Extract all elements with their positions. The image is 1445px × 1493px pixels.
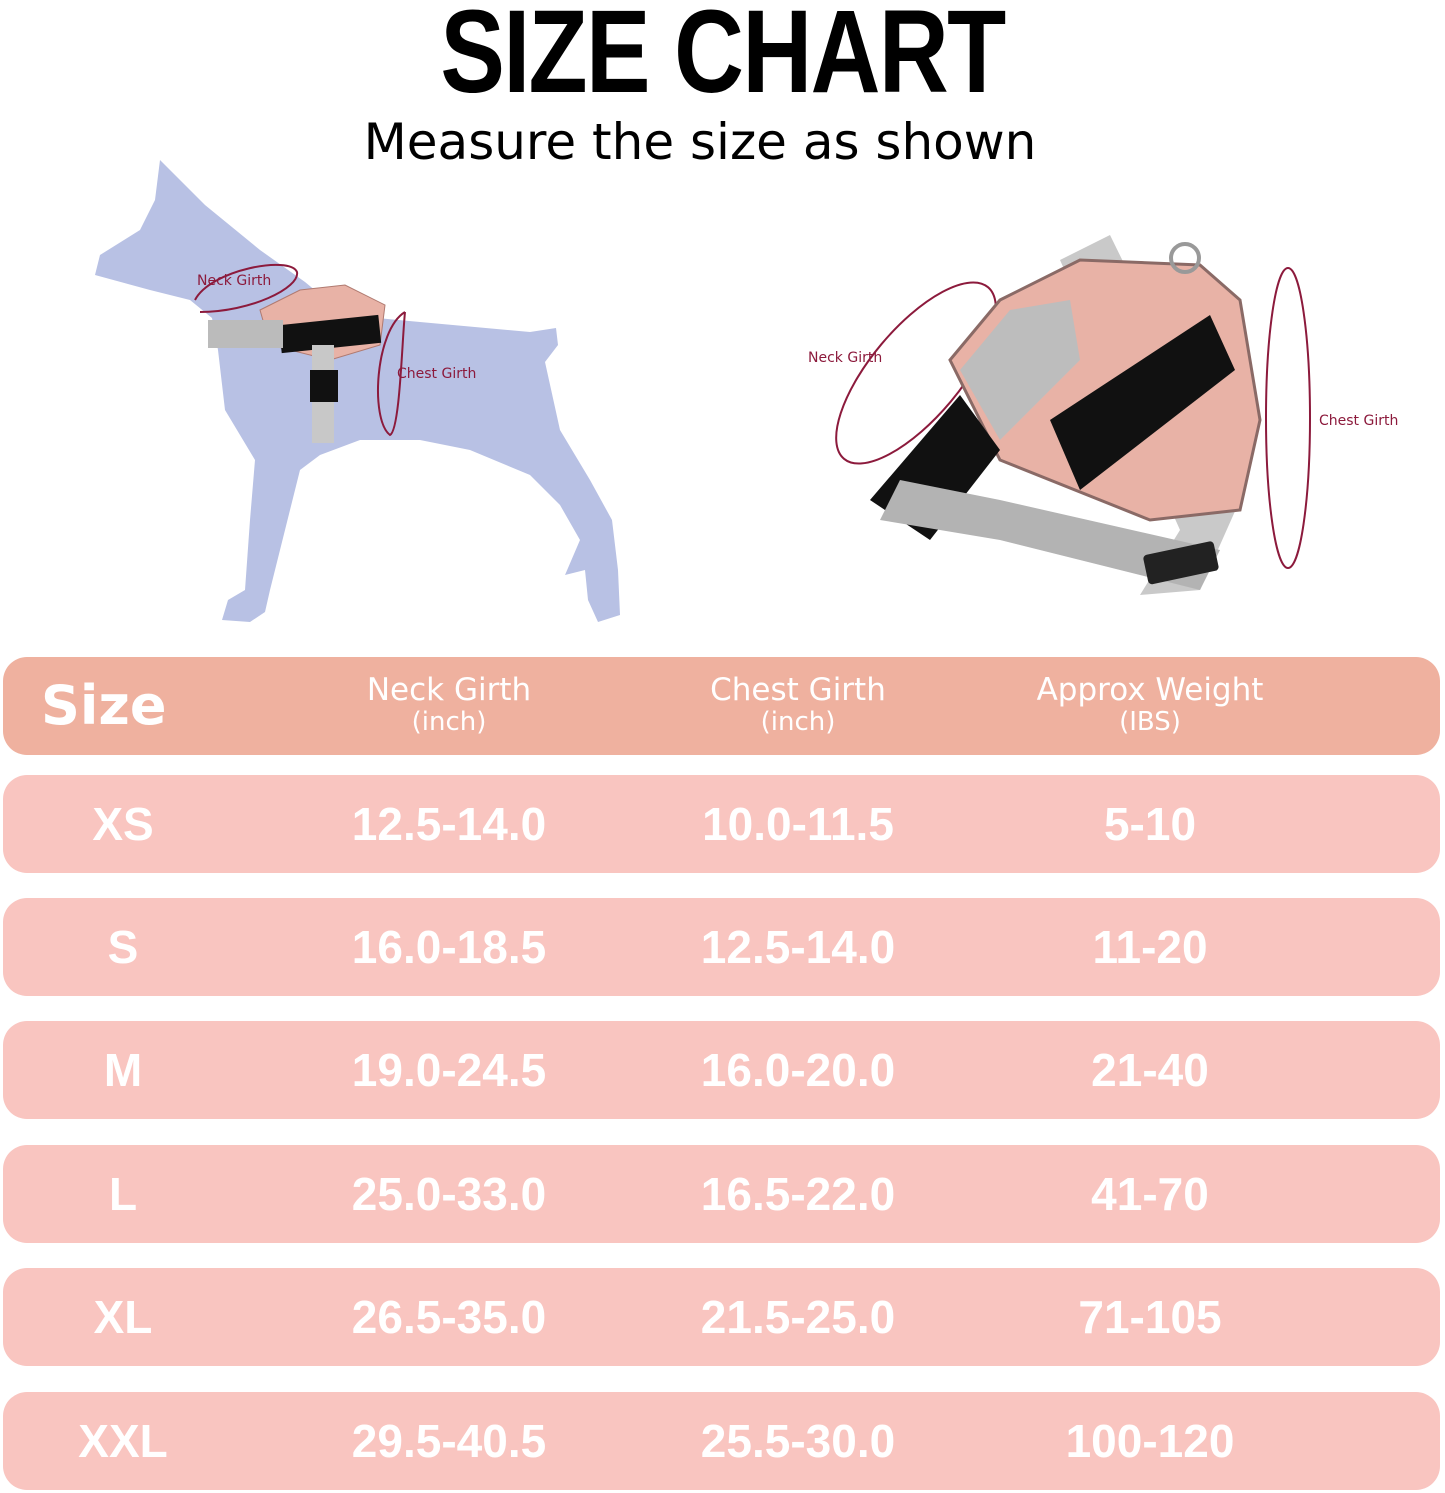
cell-size: S bbox=[107, 921, 139, 973]
measurement-illustrations: Neck Girth Chest Girth Neck Girth Chest … bbox=[95, 160, 1398, 622]
chest-girth-label-dog: Chest Girth bbox=[397, 366, 476, 382]
cell-neck-girth: 16.0-18.5 bbox=[351, 921, 547, 973]
neck-girth-loop bbox=[194, 263, 299, 313]
table-row: XXL 29.5-40.5 25.5-30.0 100-120 bbox=[3, 1392, 1440, 1490]
header-label: Chest Girth bbox=[710, 672, 886, 708]
cell-size: M bbox=[103, 1044, 143, 1096]
cell-size: XL bbox=[93, 1291, 153, 1343]
header-unit: (inch) bbox=[411, 707, 487, 737]
cell-chest-girth: 10.0-11.5 bbox=[702, 798, 894, 850]
harness-velcro-band bbox=[1050, 315, 1235, 490]
cell-neck-girth: 19.0-24.5 bbox=[351, 1044, 547, 1096]
header-unit: (IBS) bbox=[1119, 707, 1181, 737]
table-row: M 19.0-24.5 16.0-20.0 21-40 bbox=[3, 1021, 1440, 1119]
cell-approx-weight: 41-70 bbox=[1091, 1168, 1209, 1220]
cell-neck-girth: 25.0-33.0 bbox=[351, 1168, 547, 1220]
cell-neck-girth: 29.5-40.5 bbox=[351, 1415, 547, 1467]
harness-buckle bbox=[1143, 541, 1219, 585]
cell-neck-girth: 12.5-14.0 bbox=[351, 798, 547, 850]
header-neck-girth: Neck Girth (inch) bbox=[367, 657, 531, 755]
cell-size: L bbox=[108, 1168, 138, 1220]
cell-chest-girth: 21.5-25.0 bbox=[700, 1291, 896, 1343]
page-title: SIZE CHART bbox=[440, 0, 1006, 118]
cell-chest-girth: 25.5-30.0 bbox=[700, 1415, 896, 1467]
table-row: XS 12.5-14.0 10.0-11.5 5-10 bbox=[3, 775, 1440, 873]
table-row: S 16.0-18.5 12.5-14.0 11-20 bbox=[3, 898, 1440, 996]
dog-silhouette bbox=[95, 160, 620, 622]
harness-d-ring bbox=[1169, 242, 1201, 274]
cell-approx-weight: 5-10 bbox=[1103, 798, 1197, 850]
header-unit: (inch) bbox=[760, 707, 836, 737]
header-label: Approx Weight bbox=[1036, 672, 1264, 708]
table-row: L 25.0-33.0 16.5-22.0 41-70 bbox=[3, 1145, 1440, 1243]
cell-size: XXL bbox=[78, 1415, 168, 1467]
harness-reflective-strap bbox=[880, 480, 1220, 590]
header-approx-weight: Approx Weight (IBS) bbox=[1037, 657, 1264, 755]
header-label: Neck Girth bbox=[366, 672, 532, 708]
harness-strap-small bbox=[278, 314, 382, 354]
cell-approx-weight: 21-40 bbox=[1091, 1044, 1209, 1096]
header-size: Size bbox=[41, 674, 167, 737]
dog-diagram: Neck Girth Chest Girth bbox=[95, 160, 620, 622]
neck-girth-label-dog: Neck Girth bbox=[197, 273, 271, 289]
page-subtitle: Measure the size as shown bbox=[363, 113, 1037, 171]
harness-diagram: Neck Girth Chest Girth bbox=[808, 235, 1398, 595]
cell-approx-weight: 100-120 bbox=[1065, 1415, 1235, 1467]
cell-approx-weight: 71-105 bbox=[1078, 1291, 1222, 1343]
cell-neck-girth: 26.5-35.0 bbox=[351, 1291, 547, 1343]
cell-approx-weight: 11-20 bbox=[1092, 921, 1208, 973]
chest-girth-loop bbox=[377, 311, 406, 437]
harness-reflective-small bbox=[208, 320, 283, 348]
cell-size: XS bbox=[92, 798, 154, 850]
harness-buckle-small bbox=[310, 370, 338, 402]
neck-girth-loop bbox=[835, 281, 997, 465]
cell-chest-girth: 16.0-20.0 bbox=[700, 1044, 896, 1096]
table-row: XL 26.5-35.0 21.5-25.0 71-105 bbox=[3, 1268, 1440, 1366]
table-header-row: Size Neck Girth (inch) Chest Girth (inch) … bbox=[3, 657, 1440, 755]
cell-chest-girth: 16.5-22.0 bbox=[700, 1168, 896, 1220]
harness-mesh bbox=[960, 300, 1080, 440]
cell-chest-girth: 12.5-14.0 bbox=[700, 921, 896, 973]
chest-girth-label-harness: Chest Girth bbox=[1319, 413, 1398, 429]
header-chest-girth: Chest Girth (inch) bbox=[710, 657, 886, 755]
neck-girth-label-harness: Neck Girth bbox=[808, 350, 882, 366]
chest-girth-loop bbox=[1265, 267, 1311, 569]
